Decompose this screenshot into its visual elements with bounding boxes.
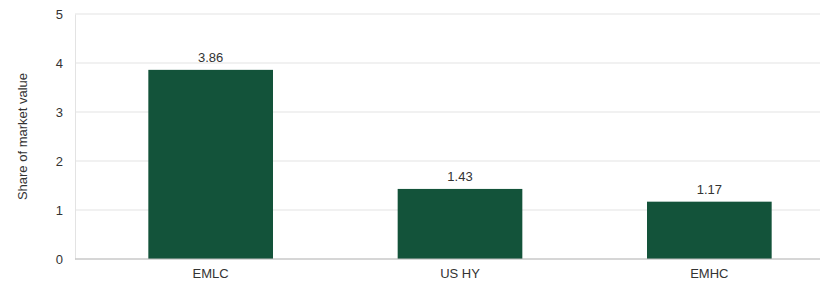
- y-tick: 0: [56, 252, 75, 267]
- data-label: 1.17: [697, 182, 722, 197]
- y-tick-label: 4: [56, 56, 63, 71]
- x-tick: US HY: [440, 259, 480, 281]
- x-tick: EMHC: [690, 259, 728, 281]
- data-label: 3.86: [198, 50, 223, 65]
- bars: [148, 70, 771, 259]
- y-tick: 3: [56, 105, 75, 120]
- y-tick: 5: [56, 7, 75, 22]
- y-tick: 1: [56, 203, 75, 218]
- y-tick-label: 3: [56, 105, 63, 120]
- bar: [398, 189, 523, 259]
- data-labels: 3.86 1.43 1.17: [198, 50, 722, 197]
- y-axis-title: Share of market value: [15, 73, 30, 200]
- y-tick-label: 1: [56, 203, 63, 218]
- data-label: 1.43: [447, 169, 472, 184]
- x-axis-line: [75, 259, 820, 260]
- y-axis-line: [75, 15, 76, 260]
- grid-line: [75, 259, 820, 260]
- y-tick: 4: [56, 56, 75, 71]
- y-axis: 0 1 2 3 4 5: [56, 7, 76, 267]
- x-tick-label: US HY: [440, 266, 480, 281]
- y-tick: 2: [56, 154, 75, 169]
- y-tick-label: 5: [56, 7, 63, 22]
- grid: [75, 14, 820, 259]
- grid-line: [75, 14, 820, 15]
- bar: [647, 202, 772, 259]
- chart: 0 1 2 3 4 5 EMLC US HY EMHC 3.86 1.43 1.17 Share of …: [0, 0, 840, 300]
- y-tick-label: 2: [56, 154, 63, 169]
- grid-line: [75, 63, 820, 64]
- y-tick-label: 0: [56, 252, 63, 267]
- x-tick-label: EMLC: [193, 266, 229, 281]
- x-tick: EMLC: [193, 259, 229, 281]
- x-tick-label: EMHC: [690, 266, 728, 281]
- x-axis: EMLC US HY EMHC: [75, 259, 820, 281]
- bar: [148, 70, 273, 259]
